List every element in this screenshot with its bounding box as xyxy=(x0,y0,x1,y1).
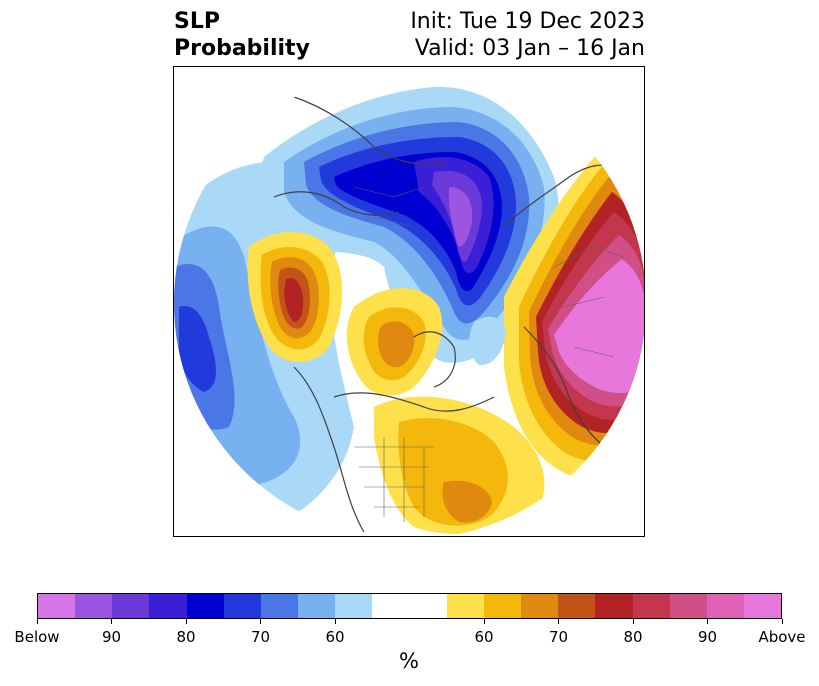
colorbar-cell xyxy=(669,594,707,618)
colorbar-tick-mark xyxy=(260,619,261,624)
probability-map xyxy=(174,67,644,536)
colorbar-cell xyxy=(446,594,484,618)
colorbar-cell xyxy=(260,594,299,618)
map-title: SLP Probability xyxy=(174,8,310,62)
colorbar-cell xyxy=(223,594,261,618)
colorbar-tick-label: 80 xyxy=(623,628,643,646)
colorbar-cell xyxy=(743,594,782,618)
europe-above-anomaly xyxy=(504,147,644,481)
colorbar-tick-label: 90 xyxy=(101,628,122,646)
colorbar-cell xyxy=(38,594,76,618)
title-product: Probability xyxy=(174,36,310,61)
colorbar-cell xyxy=(298,594,336,618)
colorbar-cell xyxy=(149,594,187,618)
atlantic-above-anomaly xyxy=(374,396,545,535)
colorbar-cell xyxy=(706,594,744,618)
greenland-above-anomaly xyxy=(346,288,443,396)
colorbar-tick-label: 70 xyxy=(250,628,271,646)
colorbar-tick-label: 80 xyxy=(176,628,196,646)
colorbar-cell xyxy=(632,594,670,618)
colorbar-cell xyxy=(595,594,633,618)
colorbar-tick-mark xyxy=(36,619,38,624)
colorbar-tick-mark xyxy=(558,619,559,624)
colorbar-tick-mark xyxy=(185,619,187,624)
colorbar-tick-mark xyxy=(111,619,112,624)
init-date: Init: Tue 19 Dec 2023 xyxy=(410,9,645,34)
colorbar-cell xyxy=(335,594,373,618)
colorbar-tick-label: 60 xyxy=(325,628,345,646)
valid-range: Valid: 03 Jan – 16 Jan xyxy=(414,36,645,61)
colorbar-unit: % xyxy=(399,649,419,673)
colorbar-cell xyxy=(372,594,410,618)
colorbar-tick-label: Above xyxy=(758,628,806,646)
map-dates: Init: Tue 19 Dec 2023 Valid: 03 Jan – 16… xyxy=(410,8,645,62)
alaska-above-anomaly xyxy=(247,232,343,362)
colorbar-tick-label: 60 xyxy=(474,628,494,646)
colorbar-cell xyxy=(521,594,559,618)
colorbar-cell xyxy=(112,594,150,618)
polar-map xyxy=(173,66,645,537)
colorbar-tick-mark xyxy=(483,619,485,624)
colorbar-cell xyxy=(558,594,596,618)
colorbar-tick-mark xyxy=(781,619,783,624)
colorbar-cell xyxy=(483,594,522,618)
colorbar-tick-mark xyxy=(707,619,708,624)
colorbar-cell xyxy=(409,594,447,618)
country-borders xyxy=(353,186,625,522)
colorbar-tick-label: 90 xyxy=(697,628,718,646)
colorbar-tick-label: 70 xyxy=(548,628,569,646)
colorbar-tick-label: Below xyxy=(14,628,60,646)
colorbar-cell xyxy=(75,594,113,618)
colorbar-cell xyxy=(186,594,224,618)
title-variable: SLP xyxy=(174,9,220,34)
colorbar-tick-mark xyxy=(632,619,634,624)
coastlines xyxy=(273,96,620,533)
colorbar xyxy=(37,593,782,619)
colorbar-tick-mark xyxy=(334,619,336,624)
siberia-below-anomaly xyxy=(260,86,559,363)
greenland-east-below xyxy=(469,316,506,366)
